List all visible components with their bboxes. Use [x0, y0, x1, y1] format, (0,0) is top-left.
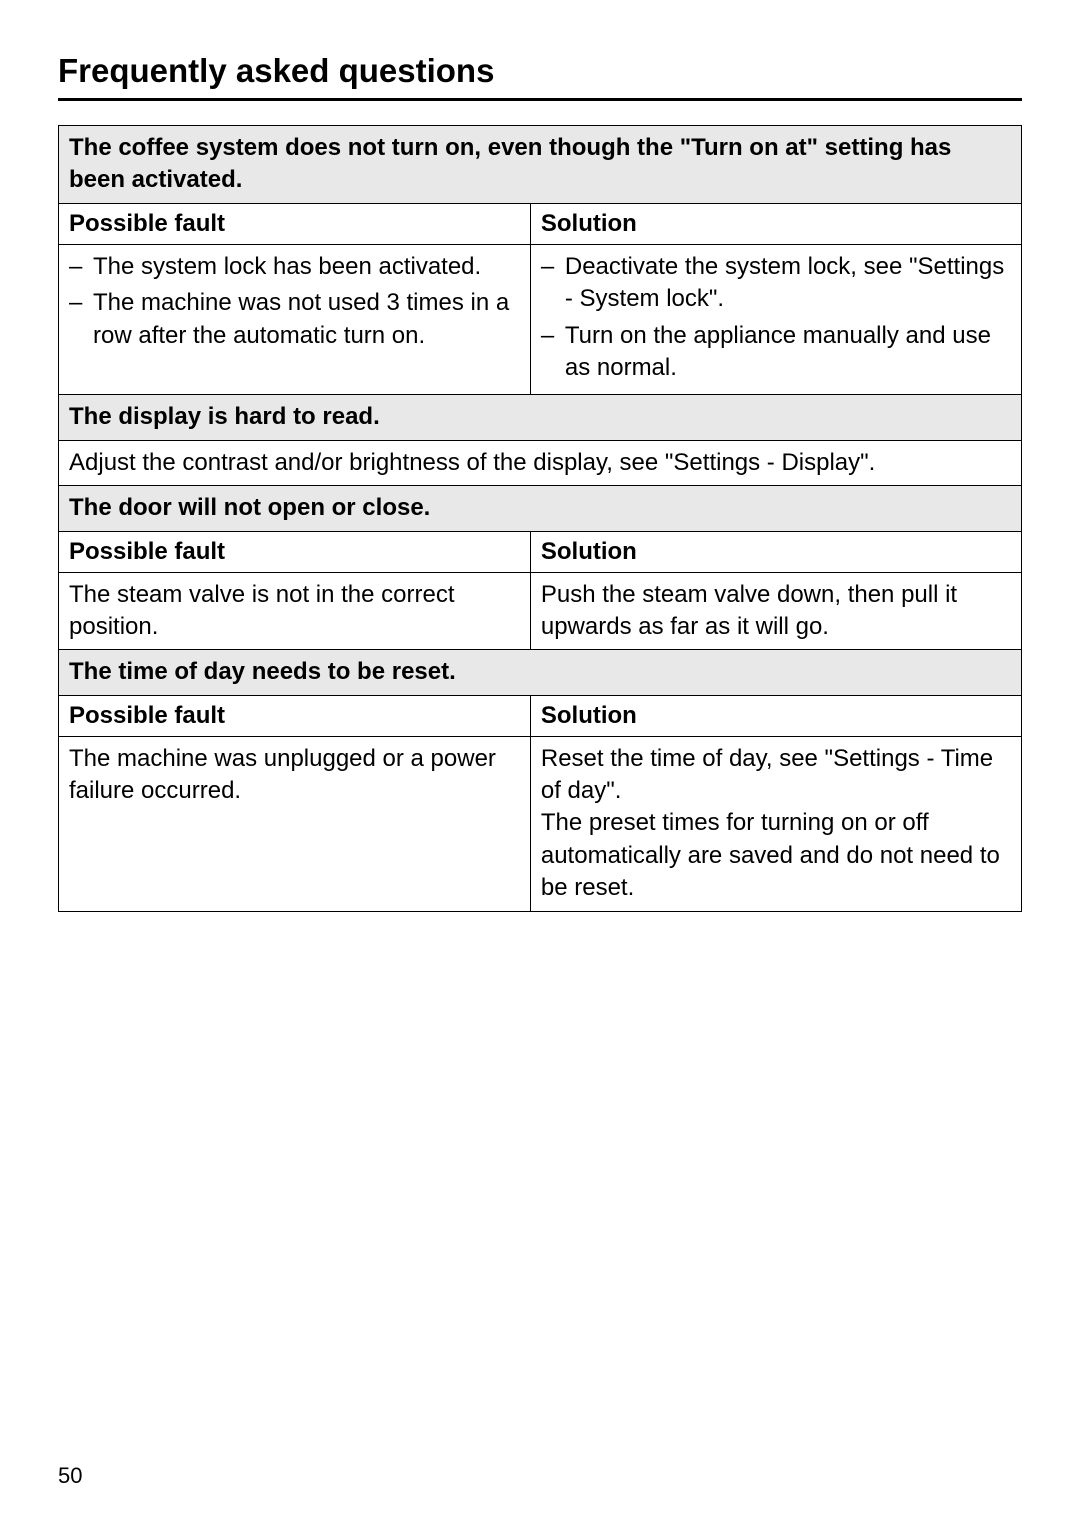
- section-2-content: The steam valve is not in the correct po…: [59, 572, 1022, 650]
- section-1-heading: The display is hard to read.: [59, 395, 1022, 440]
- section-3-content: The machine was unplugged or a power fai…: [59, 736, 1022, 911]
- section-0-solutions-list: Deactivate the system lock, see "Setting…: [541, 251, 1011, 385]
- section-2-col-left: Possible fault: [59, 531, 531, 572]
- section-3-col-right: Solution: [530, 695, 1021, 736]
- section-0-heading: The coffee system does not turn on, even…: [59, 126, 1022, 204]
- section-0-solution-1: Turn on the appliance manually and use a…: [541, 320, 1011, 385]
- section-2-col-headers: Possible fault Solution: [59, 531, 1022, 572]
- title-underline: [58, 98, 1022, 101]
- section-3-heading: The time of day needs to be reset.: [59, 650, 1022, 695]
- section-0-content: The system lock has been activated. The …: [59, 244, 1022, 395]
- section-2-heading-row: The door will not open or close.: [59, 486, 1022, 531]
- section-3-fault: The machine was unplugged or a power fai…: [59, 736, 531, 911]
- section-3-col-headers: Possible fault Solution: [59, 695, 1022, 736]
- section-2-solution: Push the steam valve down, then pull it …: [530, 572, 1021, 650]
- section-2-fault: The steam valve is not in the correct po…: [59, 572, 531, 650]
- section-0-col-headers: Possible fault Solution: [59, 203, 1022, 244]
- section-2-heading: The door will not open or close.: [59, 486, 1022, 531]
- section-1-content: Adjust the contrast and/or brightness of…: [59, 440, 1022, 485]
- section-1-text: Adjust the contrast and/or brightness of…: [59, 440, 1022, 485]
- section-0-faults-list: The system lock has been activated. The …: [69, 251, 520, 352]
- faq-table: The coffee system does not turn on, even…: [58, 125, 1022, 912]
- section-0-solutions: Deactivate the system lock, see "Setting…: [530, 244, 1021, 395]
- section-3-solution: Reset the time of day, see "Settings - T…: [530, 736, 1021, 911]
- page-title: Frequently asked questions: [58, 52, 1022, 90]
- section-3-heading-row: The time of day needs to be reset.: [59, 650, 1022, 695]
- section-0-fault-0: The system lock has been activated.: [69, 251, 520, 283]
- section-2-col-right: Solution: [530, 531, 1021, 572]
- section-0-faults: The system lock has been activated. The …: [59, 244, 531, 395]
- section-0-solution-0: Deactivate the system lock, see "Setting…: [541, 251, 1011, 316]
- section-0-heading-row: The coffee system does not turn on, even…: [59, 126, 1022, 204]
- section-3-col-left: Possible fault: [59, 695, 531, 736]
- section-0-col-left: Possible fault: [59, 203, 531, 244]
- section-1-heading-row: The display is hard to read.: [59, 395, 1022, 440]
- page-number: 50: [58, 1463, 82, 1489]
- section-0-col-right: Solution: [530, 203, 1021, 244]
- section-0-fault-1: The machine was not used 3 times in a ro…: [69, 287, 520, 352]
